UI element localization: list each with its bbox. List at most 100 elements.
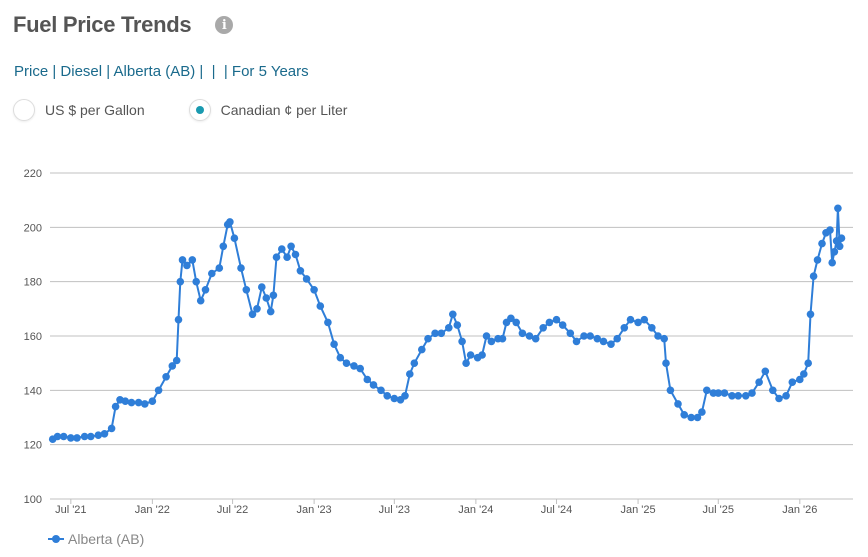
data-point[interactable] [363, 375, 372, 384]
data-point[interactable] [296, 267, 305, 275]
data-point[interactable] [806, 310, 815, 319]
data-point[interactable] [302, 275, 311, 283]
breadcrumb-item-region[interactable]: Alberta (AB) [113, 63, 196, 80]
data-point[interactable] [111, 402, 120, 411]
data-point[interactable] [634, 318, 642, 327]
data-point[interactable] [336, 353, 345, 362]
data-point[interactable] [258, 283, 266, 291]
data-point[interactable] [383, 392, 392, 400]
data-point[interactable] [593, 334, 602, 343]
data-point[interactable] [59, 432, 68, 441]
data-point[interactable] [487, 337, 496, 346]
data-point[interactable] [324, 318, 332, 327]
data-point[interactable] [698, 408, 706, 416]
data-point[interactable] [558, 321, 567, 329]
data-point[interactable] [714, 389, 723, 397]
data-point[interactable] [687, 413, 695, 422]
data-point[interactable] [449, 310, 457, 319]
data-point[interactable] [518, 329, 527, 338]
data-point[interactable] [291, 250, 300, 259]
data-point[interactable] [154, 386, 163, 395]
data-point[interactable] [626, 315, 635, 324]
data-point[interactable] [828, 258, 836, 267]
data-point[interactable] [525, 332, 534, 340]
data-point[interactable] [566, 329, 575, 338]
data-point[interactable] [674, 400, 682, 408]
data-point[interactable] [445, 324, 453, 332]
data-point[interactable] [162, 373, 170, 381]
data-point[interactable] [134, 398, 143, 407]
data-point[interactable] [761, 367, 770, 376]
data-point[interactable] [310, 286, 318, 294]
data-point[interactable] [242, 286, 251, 294]
data-point[interactable] [830, 248, 839, 256]
data-point[interactable] [640, 315, 649, 324]
data-point[interactable] [613, 334, 621, 343]
data-point[interactable] [174, 315, 183, 324]
data-point[interactable] [466, 351, 475, 359]
data-point[interactable] [196, 296, 205, 305]
data-point[interactable] [788, 378, 797, 386]
data-point[interactable] [458, 337, 466, 346]
data-point[interactable] [552, 315, 561, 324]
radio-usd-gallon[interactable] [13, 99, 35, 121]
breadcrumb-item-fuel-type[interactable]: Diesel [60, 63, 103, 80]
unit-option-cad-liter[interactable]: Canadian ¢ per Liter [188, 99, 347, 121]
data-point[interactable] [478, 351, 486, 359]
data-point[interactable] [188, 256, 197, 264]
data-point[interactable] [330, 340, 338, 348]
data-point[interactable] [654, 332, 662, 340]
breadcrumb-item-price[interactable]: Price [14, 63, 49, 80]
data-point[interactable] [237, 264, 245, 272]
data-point[interactable] [148, 397, 157, 405]
data-point[interactable] [813, 256, 822, 264]
data-point[interactable] [755, 378, 763, 386]
data-point[interactable] [94, 431, 103, 440]
data-point[interactable] [680, 411, 688, 419]
data-point[interactable] [703, 386, 711, 395]
data-point[interactable] [121, 397, 130, 405]
data-point[interactable] [410, 359, 419, 367]
data-point[interactable] [666, 386, 675, 395]
data-point[interactable] [453, 321, 462, 329]
data-point[interactable] [230, 234, 239, 242]
data-point[interactable] [800, 370, 808, 378]
data-point[interactable] [539, 324, 547, 332]
data-point[interactable] [67, 434, 75, 442]
data-point[interactable] [53, 432, 62, 441]
data-point[interactable] [215, 264, 224, 272]
data-point[interactable] [356, 364, 365, 373]
data-point[interactable] [437, 329, 446, 338]
data-point[interactable] [809, 272, 818, 280]
data-point[interactable] [272, 253, 281, 261]
data-point[interactable] [782, 392, 790, 400]
data-point[interactable] [620, 324, 629, 332]
data-point[interactable] [283, 253, 291, 261]
data-point[interactable] [172, 356, 181, 365]
data-point[interactable] [796, 375, 804, 384]
data-point[interactable] [377, 386, 385, 395]
data-point[interactable] [531, 334, 540, 343]
data-point[interactable] [168, 362, 177, 370]
data-point[interactable] [607, 340, 615, 348]
data-point[interactable] [266, 307, 275, 316]
data-point[interactable] [599, 337, 608, 346]
data-point[interactable] [728, 392, 736, 400]
data-point[interactable] [586, 332, 594, 340]
radio-cad-liter[interactable] [188, 99, 211, 121]
data-point[interactable] [369, 381, 378, 389]
data-point[interactable] [262, 294, 271, 302]
unit-option-usd-gallon[interactable]: US $ per Gallon [13, 99, 145, 121]
data-point[interactable] [580, 332, 588, 340]
data-point[interactable] [73, 434, 81, 442]
data-point[interactable] [248, 310, 257, 319]
data-point[interactable] [769, 386, 777, 395]
data-point[interactable] [742, 392, 750, 400]
data-point[interactable] [287, 242, 295, 251]
data-point[interactable] [183, 261, 191, 270]
breadcrumb-item-period[interactable]: For 5 Years [231, 63, 309, 80]
data-point[interactable] [178, 256, 187, 264]
data-point[interactable] [269, 291, 278, 300]
data-point[interactable] [406, 370, 414, 378]
data-point[interactable] [482, 332, 491, 340]
